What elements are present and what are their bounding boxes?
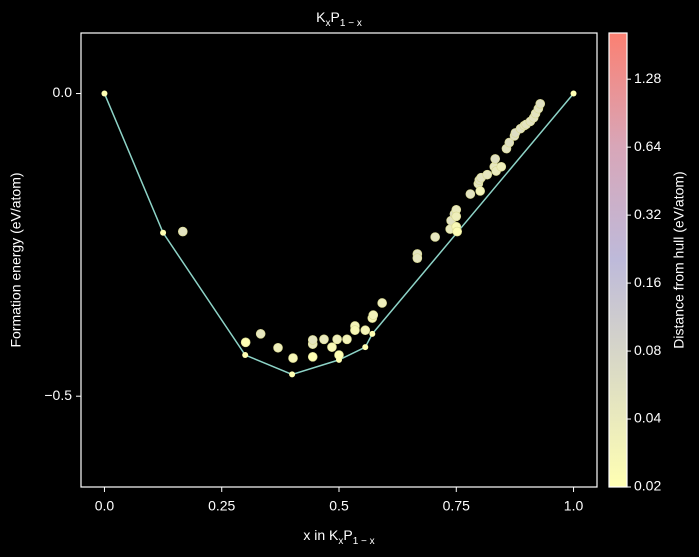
point bbox=[273, 342, 283, 353]
x-tick-label: 0.5 bbox=[329, 498, 349, 514]
hull-point bbox=[289, 371, 296, 378]
x-tick-label: 0.0 bbox=[95, 498, 115, 514]
point bbox=[255, 329, 266, 339]
label-part: 1 − x bbox=[353, 536, 375, 547]
point bbox=[465, 189, 476, 199]
point bbox=[319, 334, 329, 345]
colorbar-tick-label: 0.16 bbox=[634, 274, 661, 290]
hull-point bbox=[369, 330, 376, 337]
colorbar-tick-label: 0.02 bbox=[634, 478, 661, 494]
label-part: P bbox=[331, 9, 340, 25]
point bbox=[430, 232, 440, 242]
point bbox=[496, 161, 507, 172]
colorbar-tick-label: 0.04 bbox=[634, 410, 661, 426]
label-part: P bbox=[343, 527, 352, 543]
point bbox=[177, 226, 188, 237]
label-part: K bbox=[316, 9, 326, 25]
point bbox=[307, 352, 318, 362]
hull-point bbox=[160, 229, 167, 236]
colorbar-label: Distance from hull (eV/atom) bbox=[671, 171, 687, 348]
hull-point bbox=[570, 90, 577, 97]
point bbox=[451, 211, 462, 222]
colorbar-tick-label: 1.28 bbox=[634, 70, 661, 86]
plot-frame bbox=[80, 32, 598, 488]
colorbar-tick-label: 0.08 bbox=[634, 342, 661, 358]
point bbox=[482, 169, 493, 180]
y-tick-label: 0.0 bbox=[53, 84, 73, 100]
label-part: x in K bbox=[303, 527, 339, 543]
colorbar-tick-label: 0.32 bbox=[634, 206, 661, 222]
x-tick-label: 0.75 bbox=[443, 498, 470, 514]
hull-point bbox=[101, 90, 108, 97]
hull-line bbox=[103, 93, 575, 376]
x-tick-label: 1.0 bbox=[564, 498, 584, 514]
x-tick-label: 0.25 bbox=[208, 498, 235, 514]
point bbox=[350, 325, 360, 336]
point bbox=[360, 325, 371, 336]
point bbox=[535, 99, 546, 109]
point bbox=[377, 298, 387, 308]
hull-point bbox=[242, 352, 249, 359]
point bbox=[332, 334, 342, 345]
colorbar-tick-label: 0.64 bbox=[634, 138, 661, 154]
point bbox=[288, 353, 298, 363]
hull-point bbox=[362, 344, 369, 351]
x-axis-label: x in KxP1 − x bbox=[303, 527, 374, 547]
label-part: x bbox=[326, 18, 331, 29]
point bbox=[368, 310, 379, 320]
point bbox=[307, 335, 318, 345]
label-part: x bbox=[338, 536, 343, 547]
point bbox=[412, 253, 423, 263]
chart-title: KxP1 − x bbox=[316, 9, 362, 29]
point bbox=[504, 137, 515, 148]
y-tick-label: −0.5 bbox=[44, 387, 72, 403]
label-part: 1 − x bbox=[340, 18, 362, 29]
point bbox=[475, 186, 485, 196]
colorbar bbox=[608, 32, 628, 488]
point bbox=[327, 342, 337, 352]
point bbox=[490, 154, 501, 164]
point bbox=[342, 334, 352, 345]
y-axis-label: Formation energy (eV/atom) bbox=[8, 172, 24, 347]
point bbox=[452, 226, 463, 237]
hull-point bbox=[336, 356, 342, 363]
point bbox=[240, 337, 251, 348]
